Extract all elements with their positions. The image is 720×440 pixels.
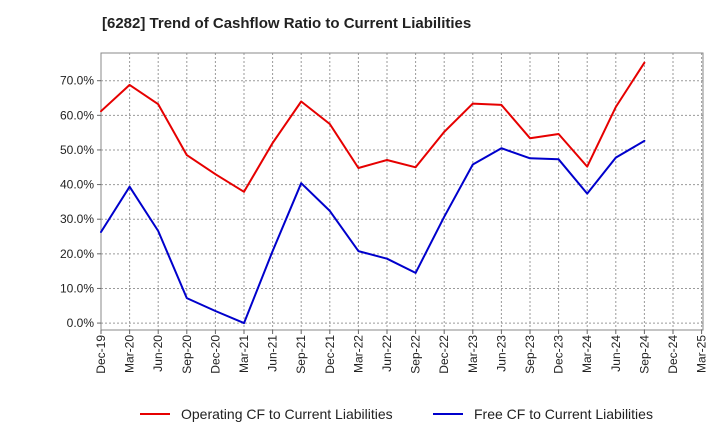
plot-area bbox=[101, 53, 703, 330]
legend-label-1: Operating CF to Current Liabilities bbox=[181, 406, 393, 422]
x-tick-label: Dec-24 bbox=[666, 335, 680, 374]
x-tick-label: Sep-24 bbox=[637, 335, 651, 374]
x-tick-label: Jun-20 bbox=[151, 335, 165, 372]
x-tick-label: Dec-19 bbox=[94, 335, 108, 374]
y-tick-label: 40.0% bbox=[60, 178, 94, 192]
y-tick-label: 20.0% bbox=[60, 247, 94, 261]
x-tick-label: Jun-21 bbox=[266, 335, 280, 372]
x-tick-label: Dec-22 bbox=[437, 335, 451, 374]
series-line-2 bbox=[100, 139, 646, 325]
y-tick-label: 60.0% bbox=[60, 108, 94, 122]
x-tick-label: Sep-23 bbox=[523, 335, 537, 374]
x-tick-label: Mar-21 bbox=[237, 335, 251, 373]
x-tick-label: Mar-22 bbox=[351, 335, 365, 373]
x-tick-label: Dec-21 bbox=[323, 335, 337, 374]
y-tick-label: 50.0% bbox=[60, 143, 94, 157]
x-axis-ticks: Dec-19 Mar-20 Jun-20 Sep-20 Dec-20 Mar-21 Jun-… bbox=[94, 330, 709, 374]
x-tick-label: Jun-22 bbox=[380, 335, 394, 372]
x-tick-label: Sep-22 bbox=[409, 335, 423, 374]
y-axis-ticks: 0.0% 10.0% 20.0% 30.0% 40.0% 50.0% 60.0% 70.0% bbox=[60, 74, 101, 330]
x-tick-label: Mar-24 bbox=[580, 335, 594, 373]
series-points-2 bbox=[100, 140, 645, 324]
plot-frame bbox=[100, 52, 704, 331]
x-tick-label: Mar-25 bbox=[695, 335, 709, 373]
x-tick-label: Sep-20 bbox=[180, 335, 194, 374]
x-tick-label: Dec-23 bbox=[552, 335, 566, 374]
x-tick-label: Dec-20 bbox=[208, 335, 222, 374]
series-layer bbox=[100, 61, 646, 325]
x-tick-label: Sep-21 bbox=[294, 335, 308, 374]
series-points-1 bbox=[100, 62, 645, 192]
x-tick-label: Jun-24 bbox=[609, 335, 623, 372]
series-line-1 bbox=[100, 61, 646, 193]
x-tick-label: Mar-23 bbox=[466, 335, 480, 373]
chart-title: [6282] Trend of Cashflow Ratio to Curren… bbox=[102, 15, 472, 32]
x-tick-label: Jun-23 bbox=[494, 335, 508, 372]
legend-label-2: Free CF to Current Liabilities bbox=[474, 406, 653, 422]
y-tick-label: 0.0% bbox=[67, 316, 95, 330]
legend: Operating CF to Current Liabilities Free … bbox=[140, 406, 653, 422]
x-tick-label: Mar-20 bbox=[123, 335, 137, 373]
y-tick-label: 30.0% bbox=[60, 212, 94, 226]
y-tick-label: 70.0% bbox=[60, 74, 94, 88]
y-tick-label: 10.0% bbox=[60, 281, 94, 295]
grid-layer bbox=[101, 53, 703, 330]
